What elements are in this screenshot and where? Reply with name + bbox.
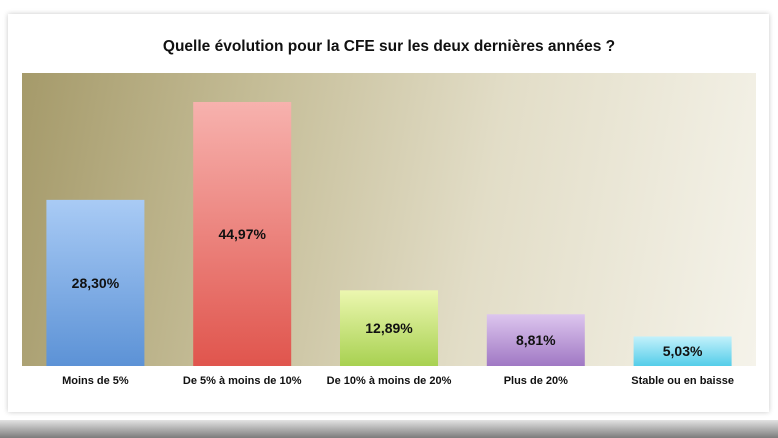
category-label-5: Stable ou en baisse xyxy=(631,375,734,387)
chart-title: Quelle évolution pour la CFE sur les deu… xyxy=(162,38,616,55)
bar-chart: 28,30% 44,97% 12,89% 8,81% 5,03% xyxy=(46,102,732,366)
category-label-2: De 5% à moins de 10% xyxy=(182,375,302,387)
category-label-1: Moins de 5% xyxy=(62,375,129,387)
bottom-shadow xyxy=(0,420,778,438)
bar-5 xyxy=(633,336,732,366)
data-label-2: 44,97% xyxy=(218,226,266,242)
data-label-5: 5,03% xyxy=(663,343,703,359)
bar-4 xyxy=(486,314,585,366)
data-label-3: 12,89% xyxy=(365,320,413,336)
bar-2 xyxy=(193,102,292,366)
bar-3 xyxy=(340,290,438,366)
data-label-1: 28,30% xyxy=(72,275,120,291)
category-label-3: De 10% à moins de 20% xyxy=(326,375,452,387)
data-label-4: 8,81% xyxy=(516,332,556,348)
bar-1 xyxy=(46,199,145,366)
category-label-4: Plus de 20% xyxy=(503,375,568,387)
